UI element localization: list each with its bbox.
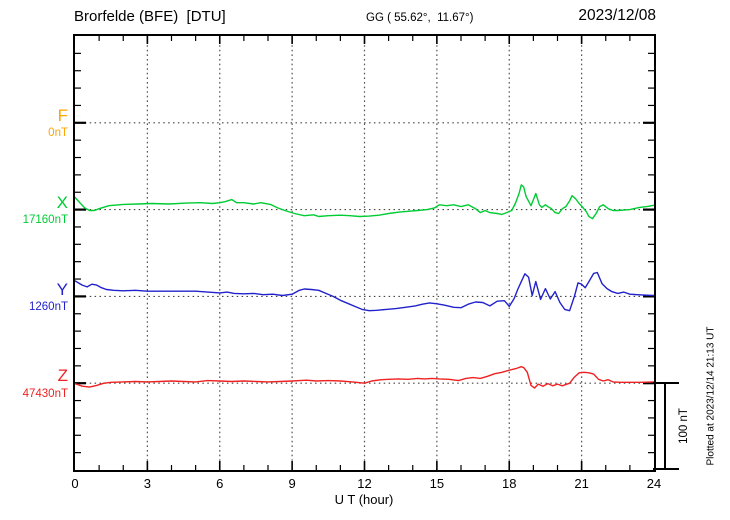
x-axis-tick-label: 15 bbox=[429, 476, 445, 491]
x-axis-tick-label: 18 bbox=[502, 476, 517, 491]
component-label-y: Y bbox=[56, 280, 68, 299]
trace-x bbox=[75, 184, 654, 220]
x-axis-title: U T (hour) bbox=[334, 492, 394, 507]
scale-bar-bottom-cap bbox=[653, 468, 679, 470]
x-axis-tick-label: 24 bbox=[646, 476, 662, 491]
x-axis-tick-label: 12 bbox=[357, 476, 372, 491]
x-axis-tick-label: 21 bbox=[574, 476, 589, 491]
plotted-at-note: Plotted at 2023/12/14 21:13 UT bbox=[705, 326, 717, 466]
scale-bar-label: 100 nT bbox=[678, 408, 690, 444]
plot-area bbox=[73, 34, 656, 472]
component-baseline-x: 17160nT bbox=[22, 214, 68, 226]
date-label: 2023/12/08 bbox=[578, 7, 656, 24]
scale-bar-top-cap bbox=[653, 382, 679, 384]
scale-bar-line bbox=[664, 382, 666, 470]
component-label-x: X bbox=[56, 193, 68, 212]
trace-z bbox=[75, 366, 654, 389]
magnetogram-traces bbox=[75, 36, 654, 470]
component-baseline-z: 47430nT bbox=[22, 388, 68, 400]
x-axis-tick-labels: 0 3 6 9 12 15 18 21 24 bbox=[71, 476, 661, 492]
component-baseline-f: 0nT bbox=[48, 127, 68, 139]
x-axis-tick-label: 0 bbox=[71, 476, 79, 491]
geographic-coords-label: GG ( 55.62°, 11.67°) bbox=[366, 12, 474, 24]
x-axis-tick-label: 6 bbox=[216, 476, 224, 491]
x-axis-tick-label: 3 bbox=[143, 476, 151, 491]
station-title: Brorfelde (BFE) [DTU] bbox=[74, 8, 226, 25]
component-label-z: Z bbox=[57, 366, 68, 385]
component-baseline-y: 1260nT bbox=[28, 301, 68, 313]
component-label-f: F bbox=[57, 106, 68, 125]
trace-y bbox=[75, 271, 654, 312]
x-axis-tick-label: 9 bbox=[288, 476, 296, 491]
